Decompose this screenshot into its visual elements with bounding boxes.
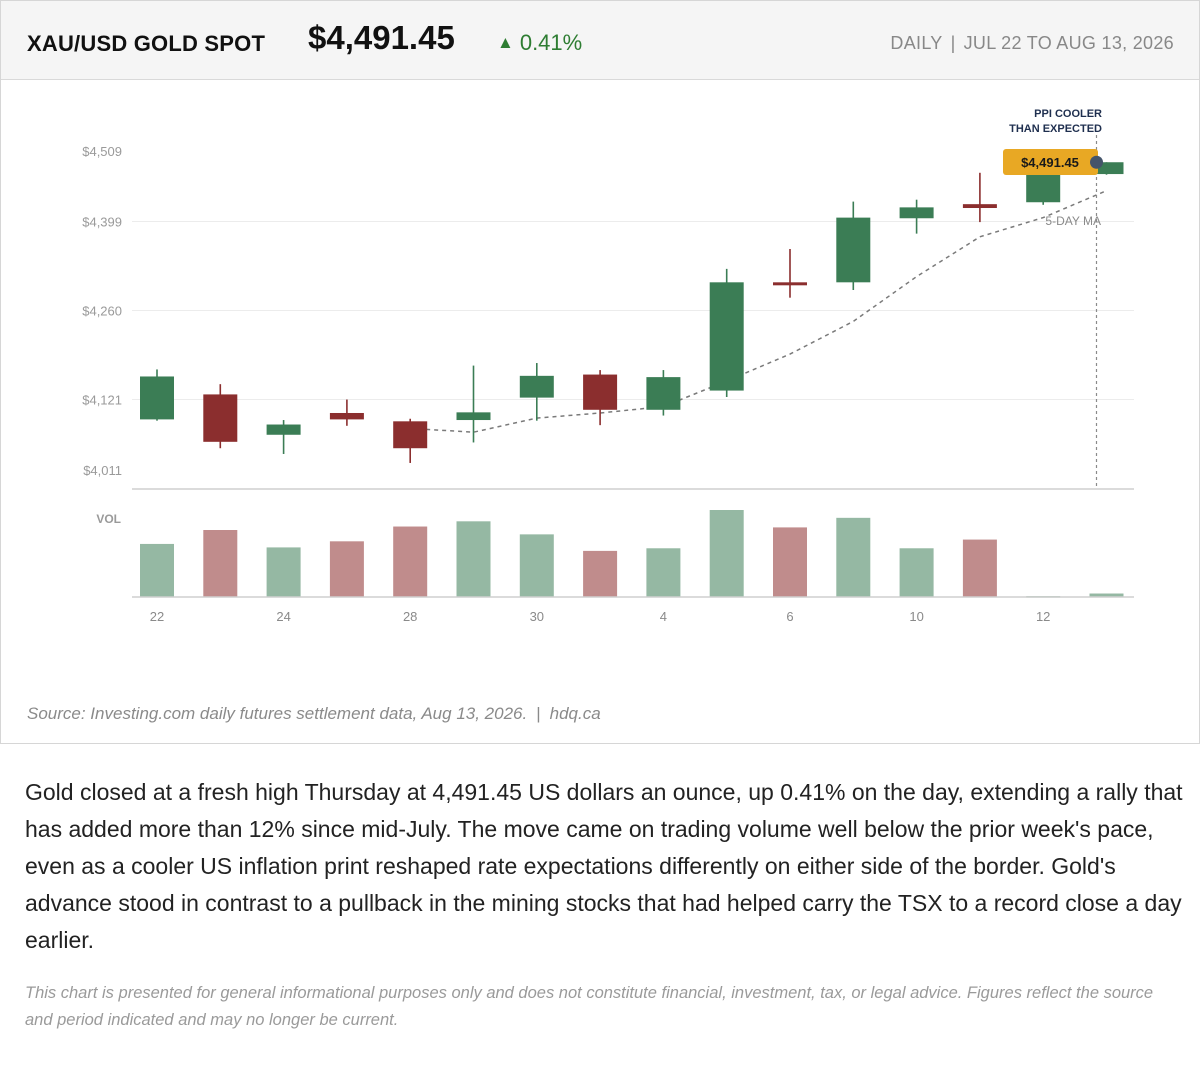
- candle-body: [709, 282, 744, 391]
- volume-bar: [583, 550, 618, 597]
- last-price-badge: [1003, 149, 1098, 175]
- y-tick-label: $4,260: [82, 304, 122, 319]
- y-tick-label: $4,011: [83, 463, 122, 478]
- candle-body: [583, 374, 618, 410]
- volume-bar: [1089, 593, 1124, 597]
- x-tick-label: 6: [786, 609, 793, 624]
- annotation-text: THAN EXPECTED: [1009, 123, 1102, 135]
- volume-bar: [203, 530, 238, 597]
- candle-body: [899, 207, 934, 219]
- article-paragraph: Gold closed at a fresh high Thursday at …: [25, 779, 1183, 953]
- source-line: Source: Investing.com daily futures sett…: [27, 704, 601, 724]
- candle-body: [203, 394, 238, 442]
- range-label: JUL 22 TO AUG 13, 2026: [963, 33, 1174, 53]
- volume-bar: [836, 517, 871, 597]
- price-change: ▲ 0.41%: [497, 30, 582, 56]
- y-tick-label: $4,399: [82, 214, 122, 229]
- x-tick-label: 12: [1036, 609, 1050, 624]
- chart-card: XAU/USD GOLD SPOT $4,491.45 ▲ 0.41% DAILY…: [0, 0, 1200, 744]
- x-tick-label: 10: [909, 609, 923, 624]
- date-range: DAILY | JUL 22 TO AUG 13, 2026: [890, 33, 1174, 54]
- chart-header: XAU/USD GOLD SPOT $4,491.45 ▲ 0.41% DAILY…: [1, 1, 1199, 80]
- candle-body: [456, 412, 491, 421]
- source-separator: |: [536, 704, 541, 723]
- interval-label: DAILY: [890, 33, 943, 53]
- candle-body: [393, 421, 428, 449]
- candle-body: [836, 217, 871, 283]
- x-tick-label: 22: [150, 609, 164, 624]
- volume-bar: [140, 543, 174, 597]
- y-tick-label: $4,121: [82, 393, 122, 408]
- y-tick-label: $4,509: [82, 144, 122, 159]
- current-price: $4,491.45: [308, 19, 455, 56]
- candle-body: [266, 424, 301, 435]
- volume-bar: [266, 547, 301, 597]
- volume-bar: [773, 527, 807, 597]
- candle-body: [140, 376, 174, 420]
- x-tick-label: 30: [530, 609, 544, 624]
- candle-body: [646, 377, 681, 410]
- annotation-text: PPI COOLER: [1034, 108, 1102, 120]
- candle-body: [1026, 173, 1061, 203]
- up-arrow-icon: ▲: [497, 33, 514, 52]
- x-tick-label: 4: [660, 609, 667, 624]
- candlestick-chart: $4,509 $4,399 $4,260 $4,121 $4,011 VOL 22 24 28 3…: [82, 108, 1134, 624]
- disclaimer-text: This chart is presented for general info…: [25, 984, 1154, 1029]
- volume-bar: [456, 521, 491, 597]
- volume-bar: [709, 510, 744, 597]
- volume-bar: [393, 526, 428, 597]
- instrument-title: XAU/USD GOLD SPOT: [27, 31, 266, 56]
- volume-bar: [646, 548, 681, 597]
- range-separator: |: [950, 33, 956, 53]
- source-site: hdq.ca: [549, 704, 601, 723]
- candle-body: [773, 282, 807, 286]
- source-text: Source: Investing.com daily futures sett…: [27, 704, 528, 723]
- price-change-value: 0.41%: [519, 30, 583, 55]
- candle-body: [962, 204, 997, 209]
- x-tick-label: 24: [276, 609, 290, 624]
- x-tick-label: 28: [403, 609, 417, 624]
- volume-label: VOL: [96, 512, 121, 526]
- candle-body: [1089, 162, 1124, 175]
- last-price-label: $4,491.45: [1021, 155, 1079, 170]
- candle-body: [329, 412, 364, 420]
- volume-bar: [329, 541, 364, 597]
- volume-bar: [519, 534, 554, 597]
- volume-bar: [962, 539, 997, 597]
- moving-average-label: 5-DAY MA: [1045, 214, 1101, 228]
- volume-bar: [899, 548, 934, 597]
- last-price-marker: [1090, 155, 1103, 169]
- moving-average-line: [410, 190, 1107, 433]
- candle-body: [519, 375, 554, 398]
